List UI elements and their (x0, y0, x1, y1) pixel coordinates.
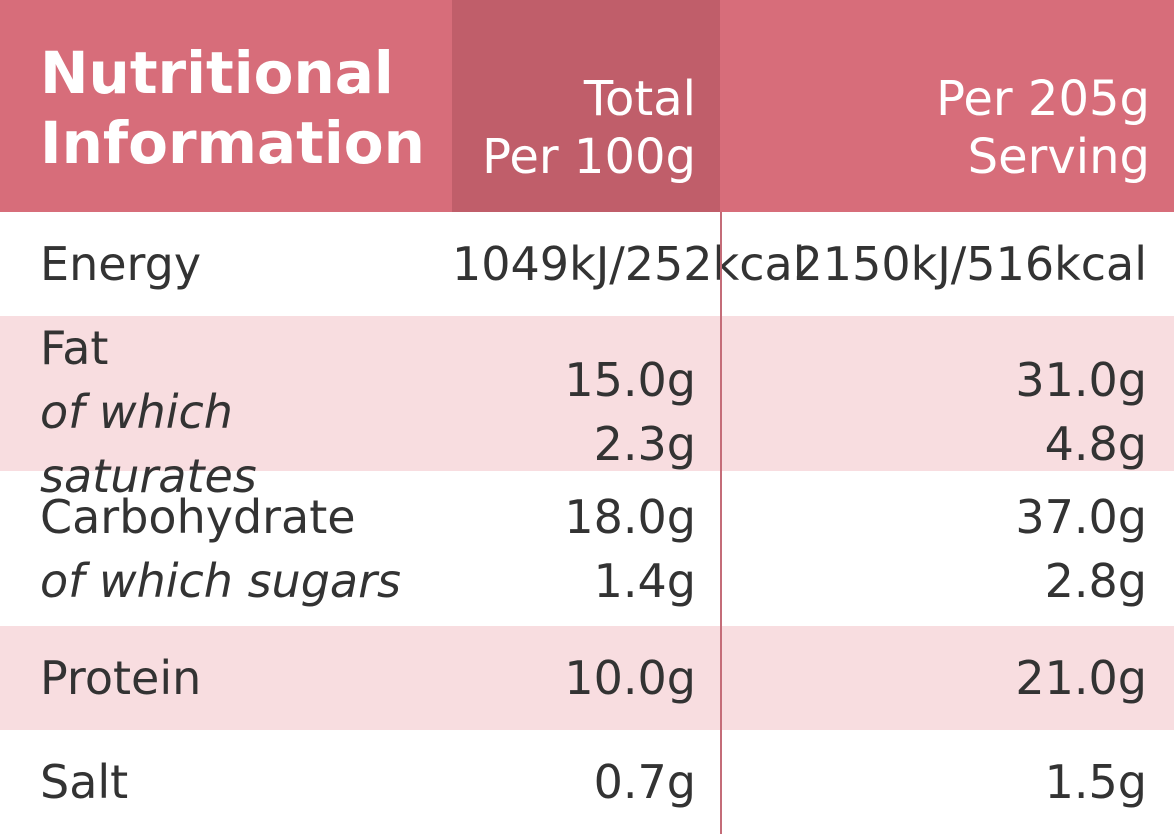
nutrient-value: 15.0g (564, 353, 696, 407)
nutrient-label: Salt (40, 755, 129, 809)
nutrient-label: Carbohydrate (40, 489, 356, 544)
nutrient-value: 1.5g (1044, 755, 1147, 809)
value-cell: 2150kJ/516kcal (720, 212, 1174, 316)
value-cell: 18.0g 1.4g (452, 471, 720, 626)
nutrient-value: 37.0g (1015, 489, 1147, 544)
column-header-line: Per 205g (936, 71, 1150, 127)
label-cell: Salt (0, 730, 452, 834)
title-line: Information (40, 109, 425, 177)
table-header: Nutritional Information Total Per 100g Per 2… (0, 0, 1174, 212)
nutrient-value: 10.0g (564, 651, 696, 705)
column-header: Total Per 100g (452, 0, 720, 212)
nutrient-value: 1049kJ/252kcal (452, 237, 806, 291)
label-cell: Energy (0, 212, 452, 316)
nutrient-value: 4.8g (1044, 417, 1147, 471)
value-cell: 1.5g (720, 730, 1174, 834)
value-cell: 1049kJ/252kcal (452, 212, 806, 316)
nutrient-label: of which saturates (40, 385, 257, 503)
nutrient-value: 2.3g (593, 417, 696, 471)
nutrient-value: 31.0g (1015, 353, 1147, 407)
title-line: Nutritional (40, 39, 394, 107)
title-cell: Nutritional Information (0, 0, 452, 212)
nutrient-label: Energy (40, 237, 202, 291)
nutrient-value: 0.7g (593, 755, 696, 809)
nutrient-label: Protein (40, 651, 202, 705)
nutrient-value: 1.4g (593, 553, 696, 608)
label-cell: Protein (0, 626, 452, 730)
table-row: Energy 1049kJ/252kcal 2150kJ/516kcal (0, 212, 1174, 316)
value-cell: 0.7g (452, 730, 720, 834)
value-cell: 21.0g (720, 626, 1174, 730)
nutrient-value: 2150kJ/516kcal (793, 237, 1147, 291)
column-header: Per 205g Serving (720, 0, 1174, 212)
table-row: Protein 10.0g 21.0g (0, 626, 1174, 730)
value-cell: 10.0g (452, 626, 720, 730)
column-header-line: Per 100g (482, 129, 696, 185)
label-cell: Carbohydrate of which sugars (0, 471, 452, 626)
value-cell: 37.0g 2.8g (720, 471, 1174, 626)
nutrient-value: 18.0g (564, 489, 696, 544)
nutrient-value: 21.0g (1015, 651, 1147, 705)
value-cell: 15.0g 2.3g (452, 316, 720, 508)
nutrient-label: Fat (40, 321, 109, 375)
nutrient-value: 2.8g (1044, 553, 1147, 608)
column-header-line: Total (583, 71, 696, 127)
table-row: Carbohydrate of which sugars 18.0g 1.4g 37.0… (0, 471, 1174, 626)
label-cell: Fat of which saturates (0, 316, 452, 508)
nutrient-label: of which sugars (40, 553, 401, 608)
value-cell: 31.0g 4.8g (720, 316, 1174, 508)
table-row: Salt 0.7g 1.5g (0, 730, 1174, 834)
column-header-line: Serving (967, 129, 1150, 185)
table-row: Fat of which saturates 15.0g 2.3g 31.0g 4.8g (0, 316, 1174, 508)
table-body: Energy 1049kJ/252kcal 2150kJ/516kcal Fat of … (0, 212, 1174, 834)
